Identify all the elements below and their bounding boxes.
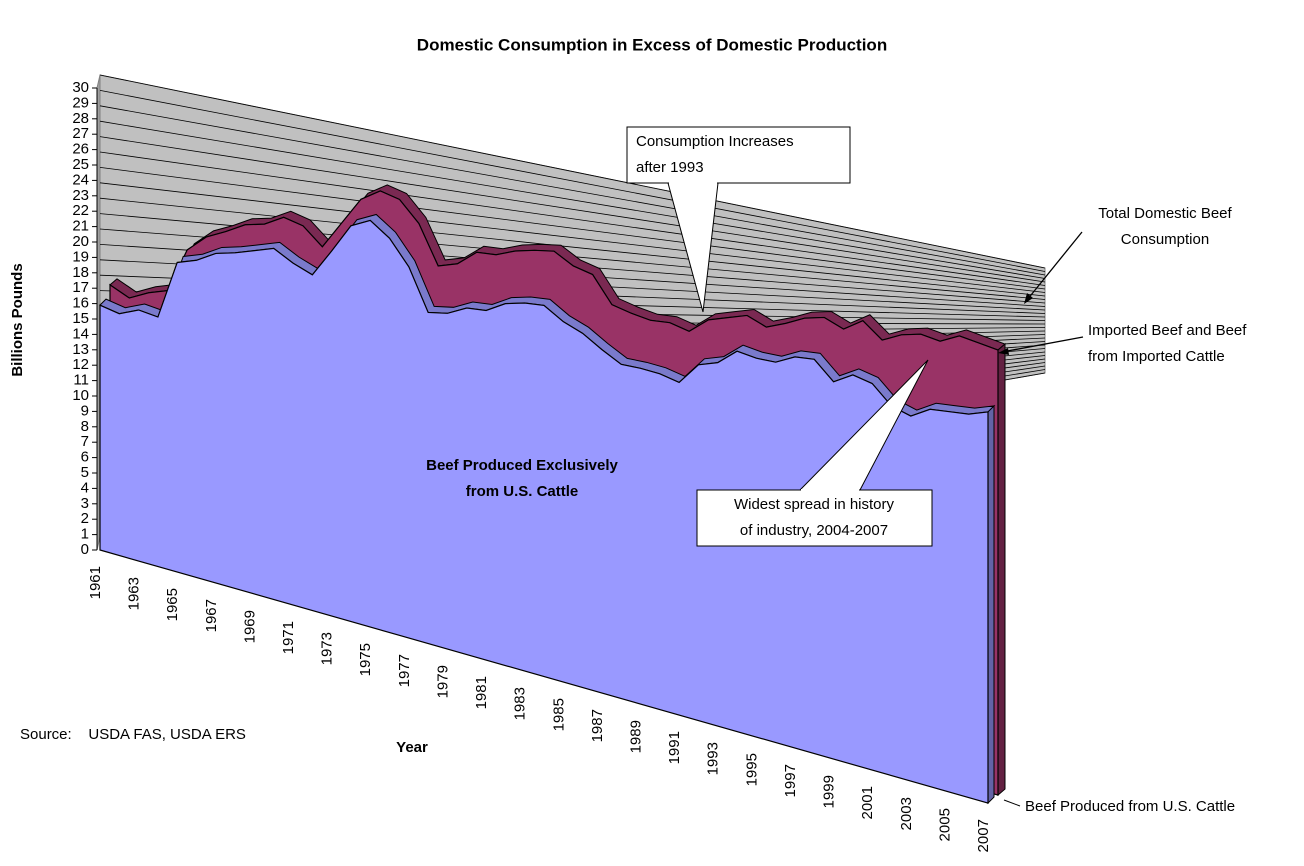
y-tick-label: 19 — [72, 248, 89, 265]
x-tick-label: 1989 — [627, 720, 644, 753]
y-tick-label: 12 — [72, 356, 89, 373]
grid-line — [99, 197, 1046, 297]
annotation-layer: Domestic Consumption in Excess of Domest… — [9, 35, 1247, 755]
y-tick-label: 8 — [81, 418, 89, 435]
callout-text: Widest spread in history — [734, 496, 895, 513]
y-tick-label: 2 — [81, 510, 89, 527]
x-tick-label: 1967 — [203, 599, 220, 632]
callout-box — [696, 489, 933, 547]
y-tick-label: 0 — [81, 541, 89, 558]
y-tick-label: 14 — [72, 325, 89, 342]
y-tick-label: 17 — [72, 279, 89, 296]
y-tick-label: 29 — [72, 94, 89, 111]
area-label: Beef Produced Exclusively — [426, 457, 618, 474]
y-tick-label: 26 — [72, 141, 89, 158]
y-tick-label: 25 — [72, 156, 89, 173]
y-tick-label: 23 — [72, 187, 89, 204]
area-label: from U.S. Cattle — [466, 483, 579, 500]
annotation-text: from Imported Cattle — [1088, 348, 1225, 365]
callout-box — [626, 126, 851, 184]
grid-line — [99, 167, 1046, 290]
x-tick-label: 1993 — [705, 742, 722, 775]
y-tick-label: 16 — [72, 295, 89, 312]
grid-line — [99, 120, 1046, 279]
grid-line — [99, 90, 1046, 272]
x-tick-label: 1985 — [550, 698, 567, 731]
grid-line — [99, 151, 1046, 286]
y-tick-label: 22 — [72, 202, 89, 219]
y-tick-label: 6 — [81, 449, 89, 466]
x-tick-label: 2003 — [898, 797, 915, 830]
y-tick-label: 27 — [72, 125, 89, 142]
x-tick-label: 1991 — [666, 731, 683, 764]
x-tick-label: 1961 — [87, 566, 104, 599]
plot-layer: 1961 1963 1965 1967 1969 1971 1973 1975 1977 1979… — [87, 184, 1235, 852]
y-tick-label: 5 — [81, 464, 89, 481]
arrow-head — [998, 348, 1009, 355]
legend-label: Beef Produced from U.S. Cattle — [1025, 798, 1235, 815]
grid-line — [99, 74, 1046, 269]
y-tick-label: 24 — [72, 171, 89, 188]
y-axis-label: Billions Pounds — [9, 263, 26, 376]
y-tick-label: 10 — [72, 387, 89, 404]
grid-line — [99, 136, 1046, 283]
y-tick-label: 28 — [72, 110, 89, 127]
x-tick-label: 1973 — [319, 632, 336, 665]
x-tick-label: 1979 — [434, 665, 451, 698]
area-side — [987, 404, 995, 805]
series-axis-tick — [1003, 799, 1021, 807]
x-tick-label: 1975 — [357, 643, 374, 676]
annotation-text: Imported Beef and Beef — [1088, 322, 1247, 339]
x-tick-label: 1977 — [396, 654, 413, 687]
x-tick-label: 1963 — [126, 577, 143, 610]
annotation-arrow — [1001, 336, 1084, 353]
x-tick-label: 2005 — [936, 808, 953, 841]
x-tick-label: 1997 — [782, 764, 799, 797]
x-tick-label: 1987 — [589, 709, 606, 742]
annotation-text: Consumption — [1121, 231, 1209, 248]
x-axis-label: Year — [396, 739, 428, 756]
arrow-head — [1024, 293, 1033, 304]
x-tick-label: 1981 — [473, 676, 490, 709]
y-tick-label: 20 — [72, 233, 89, 250]
x-tick-label: 2001 — [859, 786, 876, 819]
y-tick-label: 18 — [72, 264, 89, 281]
annotation-arrow — [1026, 231, 1083, 301]
x-tick-label: 1999 — [821, 775, 838, 808]
source-note: Source: USDA FAS, USDA ERS — [20, 726, 246, 743]
x-tick-label: 1971 — [280, 621, 297, 654]
y-tick-label: 15 — [72, 310, 89, 327]
callout-text: after 1993 — [636, 159, 704, 176]
y-tick-label: 7 — [81, 433, 89, 450]
y-tick-label: 4 — [81, 479, 89, 496]
y-tick-label: 30 — [72, 79, 89, 96]
y-tick-label: 3 — [81, 495, 89, 512]
grid-line — [99, 105, 1046, 276]
y-tick-label: 1 — [81, 526, 89, 543]
y-tick-label: 21 — [72, 218, 89, 235]
x-tick-label: 1969 — [241, 610, 258, 643]
area-side — [997, 342, 1006, 797]
chart-title: Domestic Consumption in Excess of Domest… — [417, 35, 887, 54]
y-tick-label: 13 — [72, 341, 89, 358]
grid-line — [99, 182, 1046, 293]
x-tick-label: 1983 — [512, 687, 529, 720]
callout-text: Consumption Increases — [636, 133, 794, 150]
y-tick-label: 11 — [73, 372, 89, 389]
y-tick-label: 9 — [81, 402, 89, 419]
x-tick-label: 2007 — [975, 819, 992, 852]
annotation-text: Total Domestic Beef — [1098, 205, 1232, 222]
x-tick-label: 1995 — [743, 753, 760, 786]
callout-text: of industry, 2004-2007 — [740, 522, 888, 539]
x-tick-label: 1965 — [164, 588, 181, 621]
